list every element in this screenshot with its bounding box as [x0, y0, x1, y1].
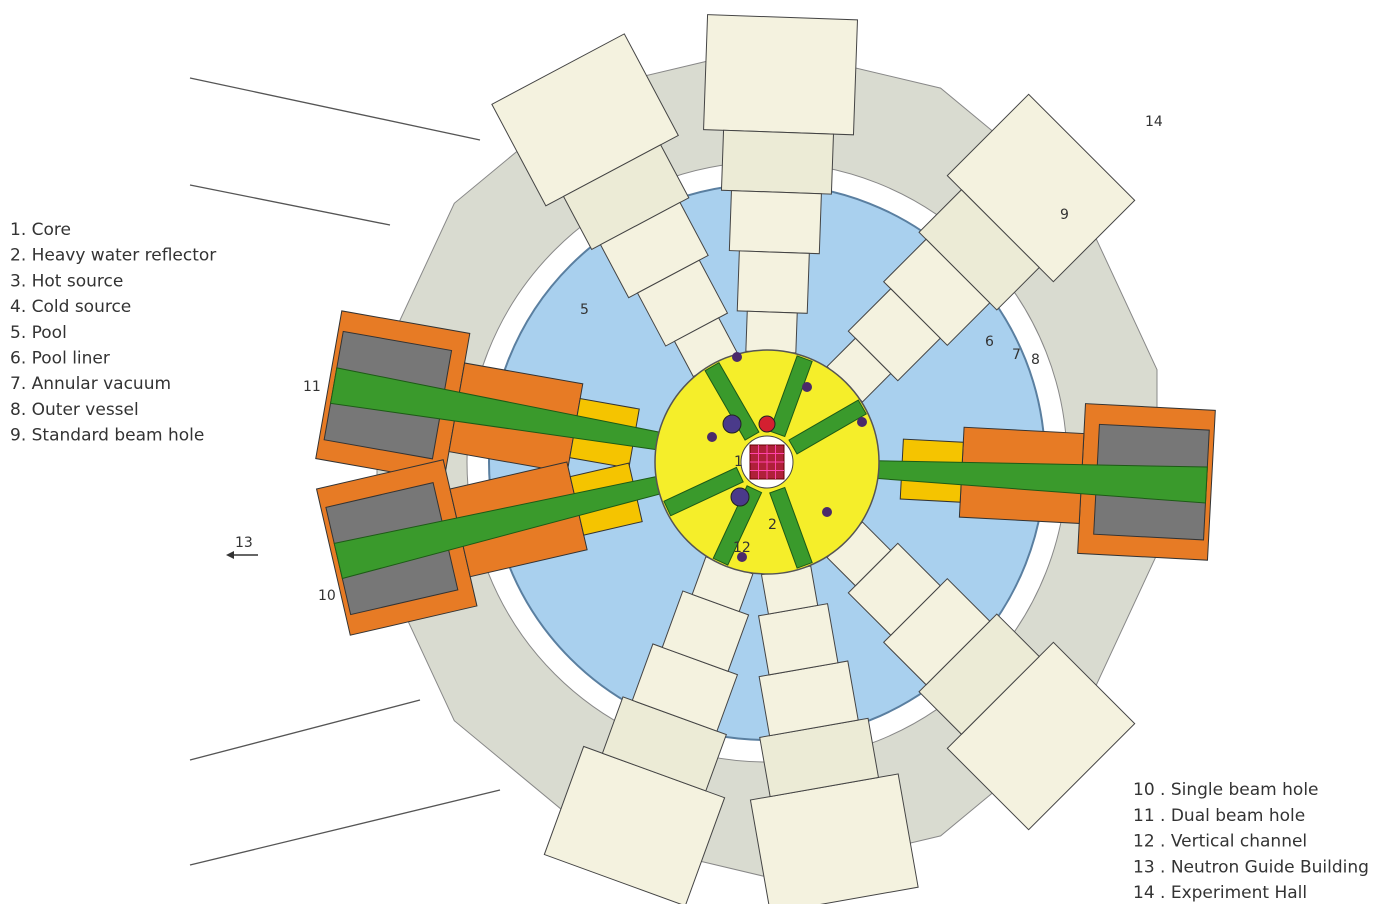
beam-hole: [703, 14, 859, 354]
diagram-label: 12: [733, 540, 751, 556]
arrow-head: [226, 551, 234, 559]
guide-outline: [189, 699, 421, 761]
diagram-label: 2: [768, 517, 777, 533]
vertical-channel: [737, 552, 747, 562]
legend-item: 2. Heavy water reflector: [10, 246, 216, 266]
diagram-label: 1: [734, 454, 743, 470]
diagram-label: 11: [303, 379, 321, 395]
green-channel: [769, 355, 813, 438]
legend-item: 14 . Experiment Hall: [1133, 883, 1307, 903]
channel: [712, 485, 763, 566]
beam-tube: [728, 190, 822, 255]
beam-nose: [745, 310, 798, 354]
beam-hole: [491, 33, 739, 378]
channel: [769, 486, 813, 569]
legend-item: 12 . Vertical channel: [1133, 832, 1307, 852]
beam-hole: [826, 521, 1136, 831]
vertical-channel: [707, 432, 717, 442]
guide-outline: [189, 77, 481, 141]
channel: [769, 355, 813, 438]
diagram-label: 8: [1031, 352, 1040, 368]
vertical-channel: [857, 417, 867, 427]
green-channel: [769, 486, 813, 569]
cold-source: [730, 487, 750, 507]
green-channel: [663, 466, 744, 517]
legend-item: 9. Standard beam hole: [10, 426, 204, 446]
diagram-label: 7: [1012, 347, 1021, 363]
channel: [788, 399, 867, 455]
beam-tube-inner: [736, 250, 810, 314]
vertical-channel: [822, 507, 832, 517]
beam-hole: [826, 93, 1136, 403]
legend-item: 1. Core: [10, 220, 71, 240]
beam-tube-inner: [757, 603, 839, 676]
green-channel: [712, 485, 763, 566]
legend-item: 6. Pool liner: [10, 349, 110, 369]
labels: 1 2 5 6 7 8 9 10 11 12 13 14 1. Core 2. H…: [10, 114, 1369, 903]
beam-hole: [749, 565, 919, 904]
orange-beam-hole: [315, 310, 691, 482]
beam-plug-outer: [703, 14, 859, 136]
orange-beam-hole: [845, 403, 1216, 561]
channel: [663, 466, 744, 517]
diagram-label: 9: [1060, 207, 1069, 223]
red-source: [758, 415, 776, 433]
vertical-channel: [802, 382, 812, 392]
diagram-label: 5: [580, 302, 589, 318]
legend-item: 3. Hot source: [10, 271, 123, 291]
legend-item: 4. Cold source: [10, 297, 131, 317]
legend-item: 10 . Single beam hole: [1133, 780, 1319, 800]
diagram-label: 13: [235, 535, 253, 551]
diagram-label: 14: [1145, 114, 1163, 130]
legend-item: 8. Outer vessel: [10, 400, 139, 420]
reactor-drawing: [189, 14, 1216, 904]
green-channel: [788, 399, 867, 455]
channel: [704, 362, 760, 441]
legend-item: 5. Pool: [10, 323, 67, 343]
guide-outline: [189, 184, 391, 226]
hot-source: [722, 414, 742, 434]
diagram-label: 10: [318, 588, 336, 604]
green-channel: [704, 362, 760, 441]
beam-plug-mid: [720, 129, 835, 195]
orange-beam-hole: [315, 459, 691, 636]
legend-item: 7. Annular vacuum: [10, 374, 171, 394]
beam-hole: [543, 556, 754, 904]
guide-outline: [189, 789, 501, 866]
legend-item: 11 . Dual beam hole: [1133, 806, 1305, 826]
diagram-label: 6: [985, 334, 994, 350]
vertical-channel: [732, 352, 742, 362]
legend-item: 13 . Neutron Guide Building: [1133, 857, 1369, 877]
